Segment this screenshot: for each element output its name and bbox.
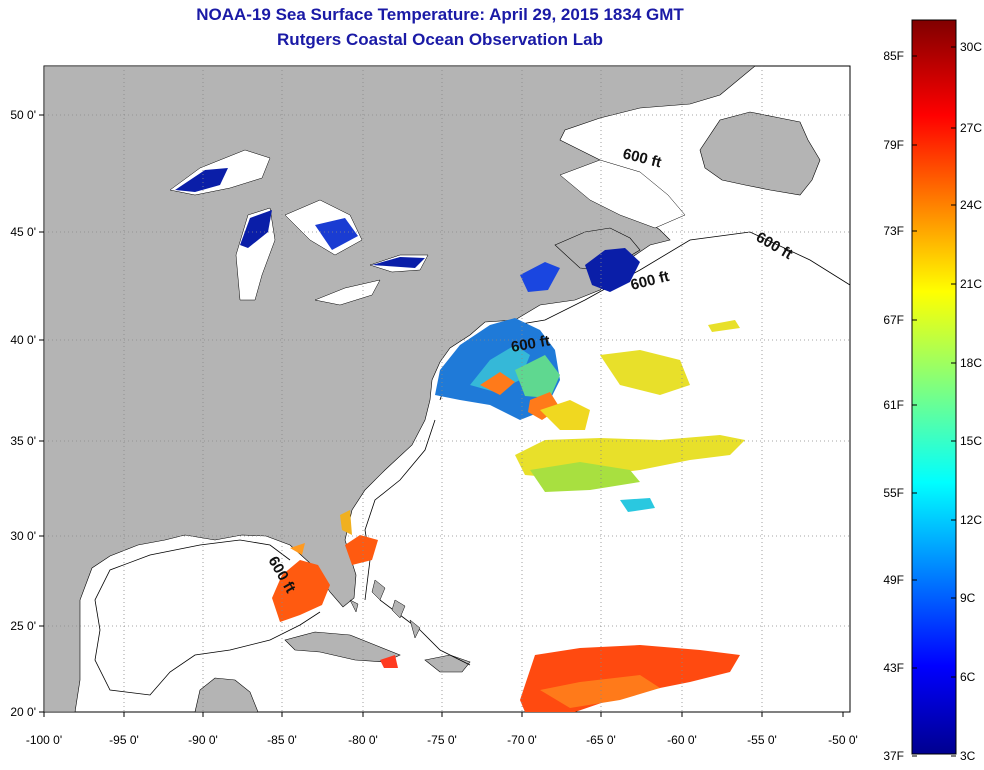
colorbar-celsius-label: 12C	[960, 513, 982, 527]
bahamas-islands	[349, 579, 421, 639]
map-subtitle: Rutgers Coastal Ocean Observation Lab	[277, 30, 603, 49]
colorbar-fahrenheit-label: 73F	[883, 224, 904, 238]
colorbar-celsius-label: 15C	[960, 434, 982, 448]
colorbar-fahrenheit-label: 37F	[883, 749, 904, 763]
y-tick-label: 30 0'	[10, 529, 36, 543]
map-title: NOAA-19 Sea Surface Temperature: April 2…	[196, 5, 684, 24]
sst-data-layer	[272, 248, 745, 712]
y-tick-label: 25 0'	[10, 619, 36, 633]
colorbar-fahrenheit-label: 85F	[883, 49, 904, 63]
colorbar-celsius-label: 9C	[960, 591, 976, 605]
colorbar-fahrenheit-label: 55F	[883, 486, 904, 500]
y-tick-label: 45 0'	[10, 225, 36, 239]
colorbar-fahrenheit-label: 49F	[883, 573, 904, 587]
yucatan-land	[194, 677, 259, 712]
colorbar-celsius-label: 3C	[960, 749, 976, 763]
colorbar-celsius-label: 30C	[960, 40, 982, 54]
y-tick-label: 50 0'	[10, 108, 36, 122]
colorbar	[911, 19, 957, 755]
colorbar-fahrenheit-label: 43F	[883, 661, 904, 675]
colorbar-fahrenheit-label: 79F	[883, 138, 904, 152]
colorbar-celsius-label: 27C	[960, 121, 982, 135]
gulf-of-st-lawrence	[559, 159, 686, 229]
colorbar-fahrenheit-label: 67F	[883, 313, 904, 327]
axis-tick-labels: -100 0' -95 0' -90 0' -85 0' -80 0' -75 0' -70…	[10, 108, 857, 747]
colorbar-fahrenheit-label: 61F	[883, 398, 904, 412]
x-tick-label: -50 0'	[828, 733, 858, 747]
y-tick-label: 40 0'	[10, 333, 36, 347]
colorbar-celsius-label: 6C	[960, 670, 976, 684]
x-tick-label: -75 0'	[427, 733, 457, 747]
y-tick-label: 20 0'	[10, 705, 36, 719]
colorbar-celsius-label: 21C	[960, 277, 982, 291]
x-tick-label: -95 0'	[109, 733, 139, 747]
colorbar-celsius-label: 18C	[960, 356, 982, 370]
colorbar-celsius-label: 24C	[960, 198, 982, 212]
x-tick-label: -55 0'	[747, 733, 777, 747]
colorbar-labels: 85F 79F 73F 67F 61F 55F 49F 43F 37F 30C 27C 24C 21C 1…	[883, 40, 982, 763]
x-tick-label: -85 0'	[267, 733, 297, 747]
x-tick-label: -60 0'	[667, 733, 697, 747]
newfoundland-land	[699, 111, 821, 196]
isobath-label: 600 ft	[510, 332, 552, 356]
x-tick-label: -65 0'	[586, 733, 616, 747]
x-tick-label: -100 0'	[26, 733, 62, 747]
y-tick-label: 35 0'	[10, 434, 36, 448]
x-tick-label: -80 0'	[348, 733, 378, 747]
x-tick-label: -90 0'	[188, 733, 218, 747]
x-tick-label: -70 0'	[507, 733, 537, 747]
great-lakes	[169, 149, 429, 306]
